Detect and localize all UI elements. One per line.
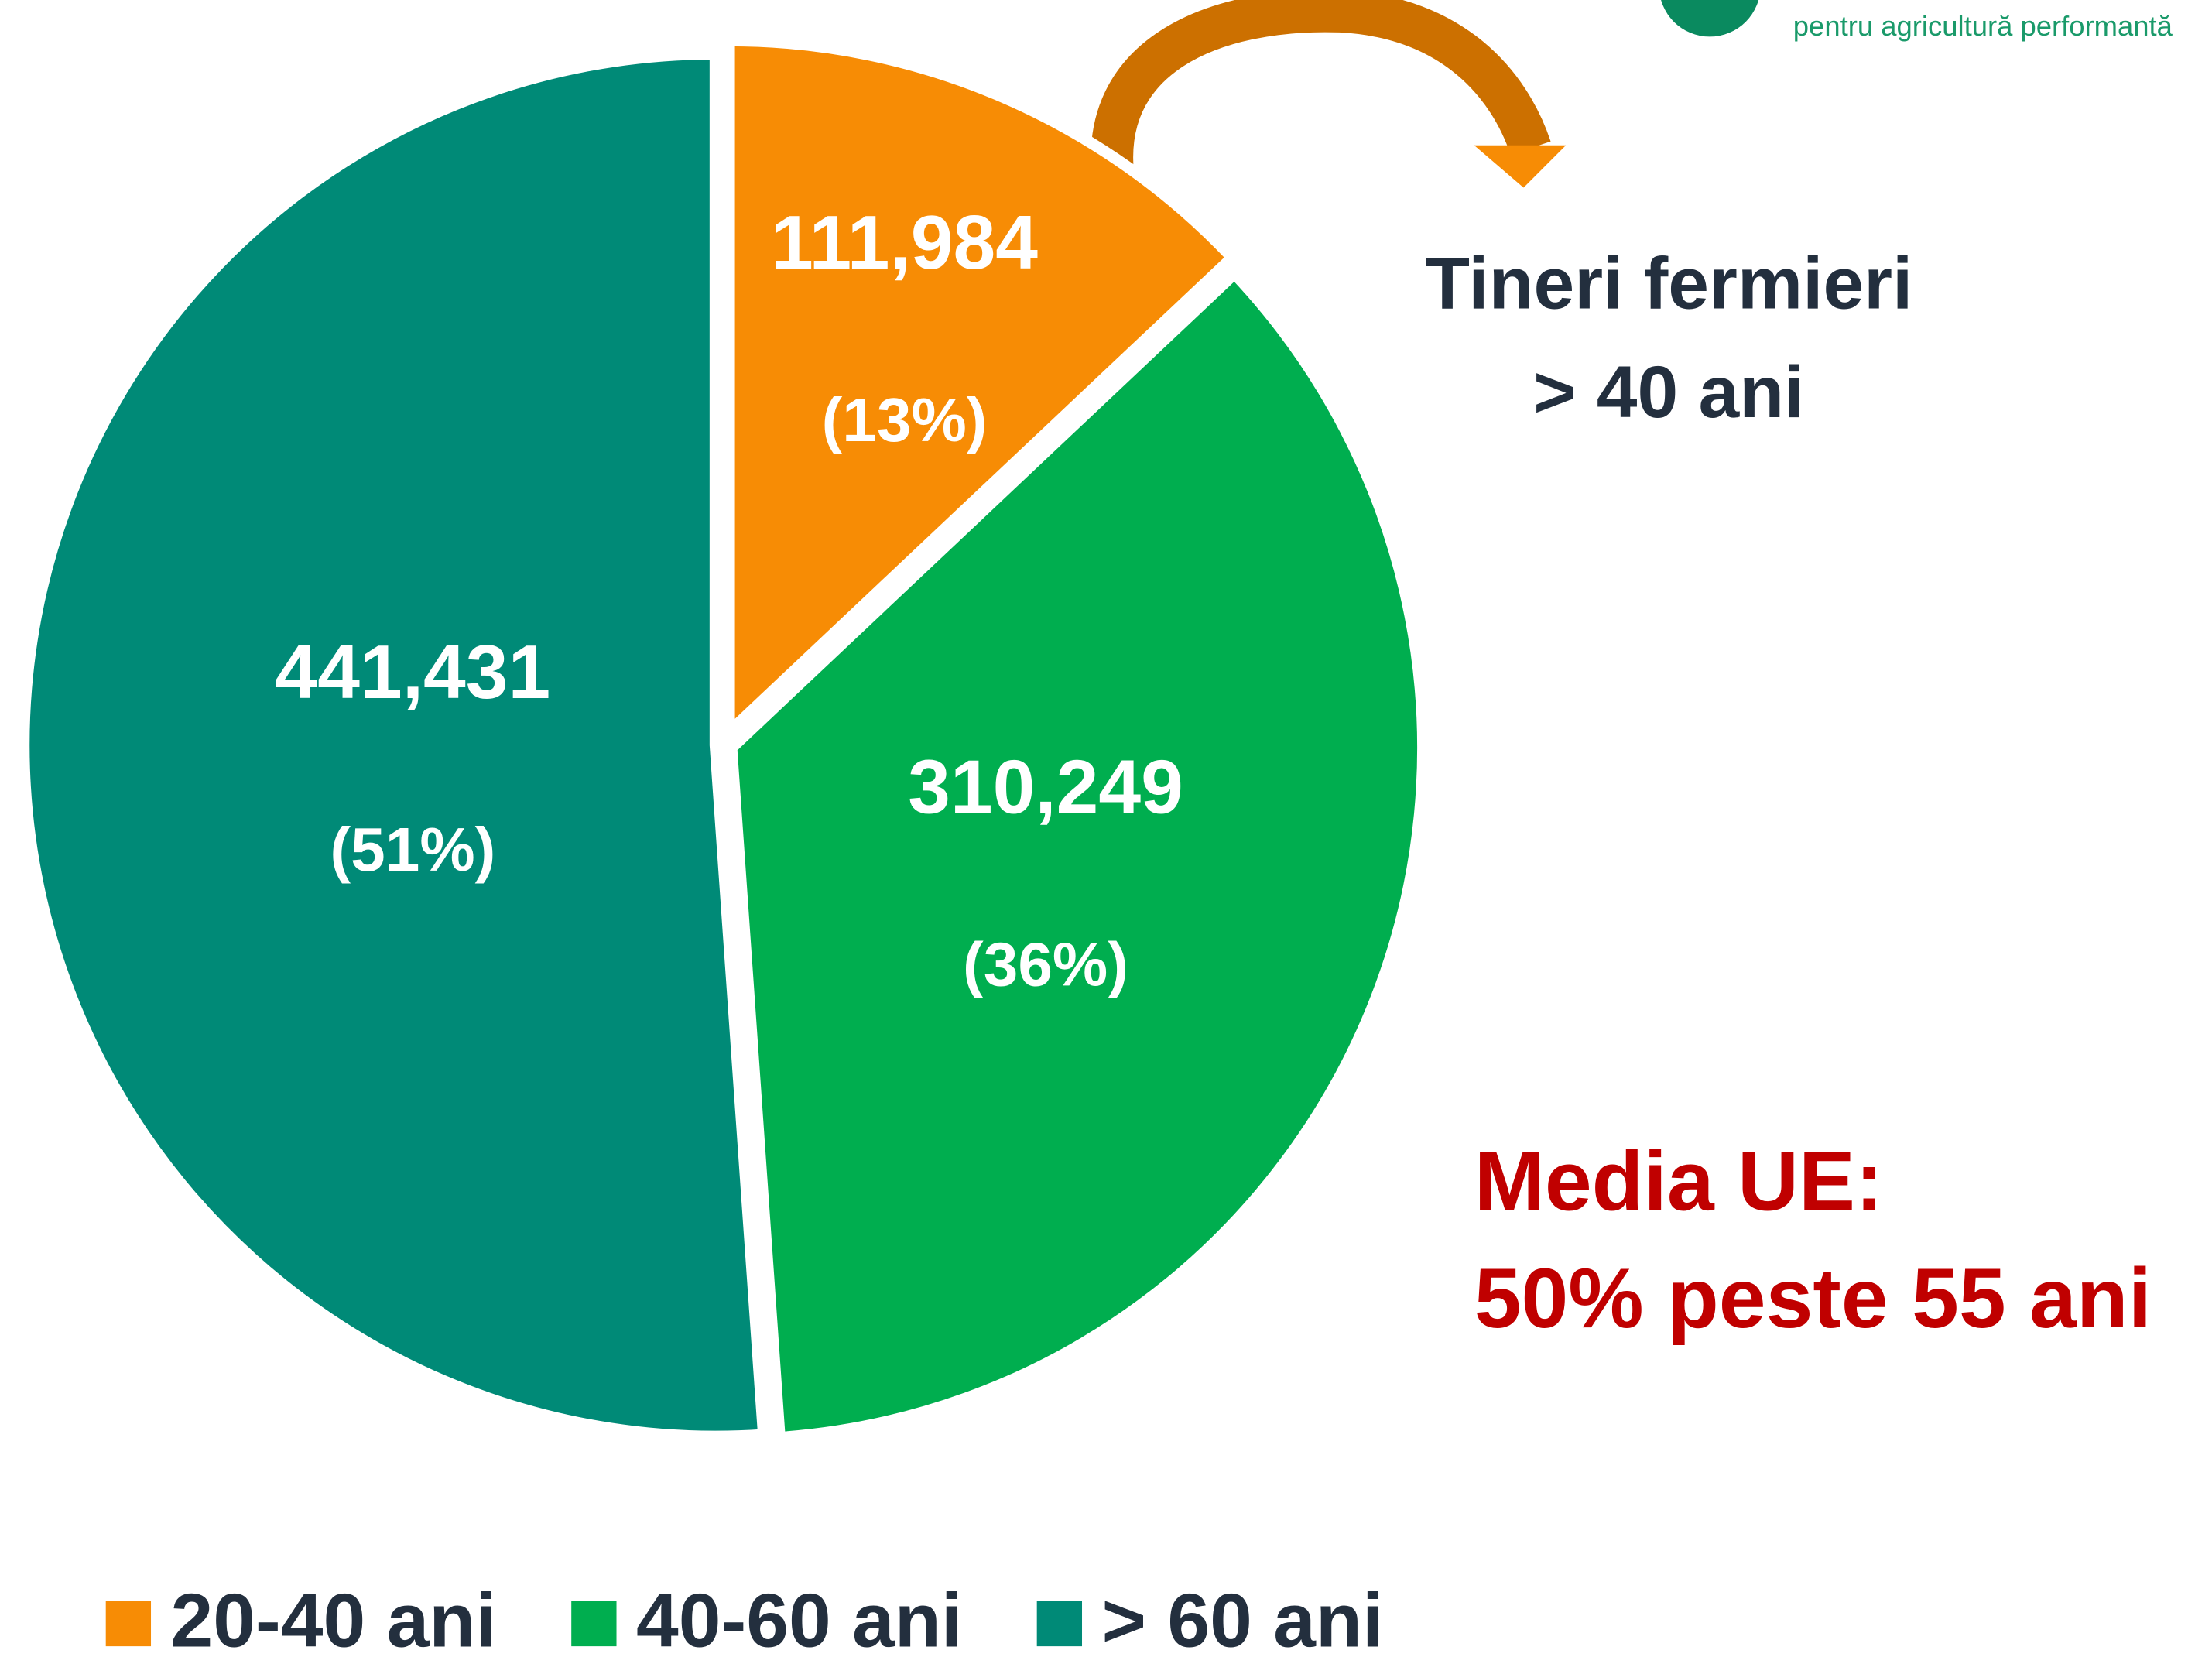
annotation: > 40 ani bbox=[1533, 351, 1804, 433]
value-label: 111,984 bbox=[771, 200, 1038, 285]
annotation: Media UE: bbox=[1474, 1135, 1884, 1229]
legend-label: 20-40 ani bbox=[171, 1578, 497, 1657]
pie-slice bbox=[725, 265, 1429, 1444]
percent-label: (13%) bbox=[822, 385, 988, 454]
arrow bbox=[1091, 0, 1551, 190]
logo-text: pentru agricultură performantă bbox=[1793, 10, 2173, 42]
percent-label: (36%) bbox=[963, 929, 1128, 999]
value-label: 441,431 bbox=[276, 629, 551, 714]
percent-label: (51%) bbox=[330, 814, 495, 884]
legend-swatch bbox=[105, 1601, 152, 1647]
pie-slice bbox=[723, 35, 1241, 745]
legend-swatch bbox=[1036, 1601, 1083, 1647]
value-label: 310,249 bbox=[908, 745, 1183, 830]
legend-label: 40-60 ani bbox=[636, 1578, 962, 1657]
logo-icon bbox=[1661, 0, 1759, 37]
pie-slice bbox=[18, 48, 770, 1443]
arrow-head bbox=[1474, 145, 1567, 188]
annotation: Tineri fermieri bbox=[1425, 243, 1912, 325]
legend-label: > 60 ani bbox=[1102, 1578, 1384, 1657]
legend-swatch bbox=[571, 1601, 617, 1647]
annotation: 50% peste 55 ani bbox=[1474, 1251, 2152, 1346]
